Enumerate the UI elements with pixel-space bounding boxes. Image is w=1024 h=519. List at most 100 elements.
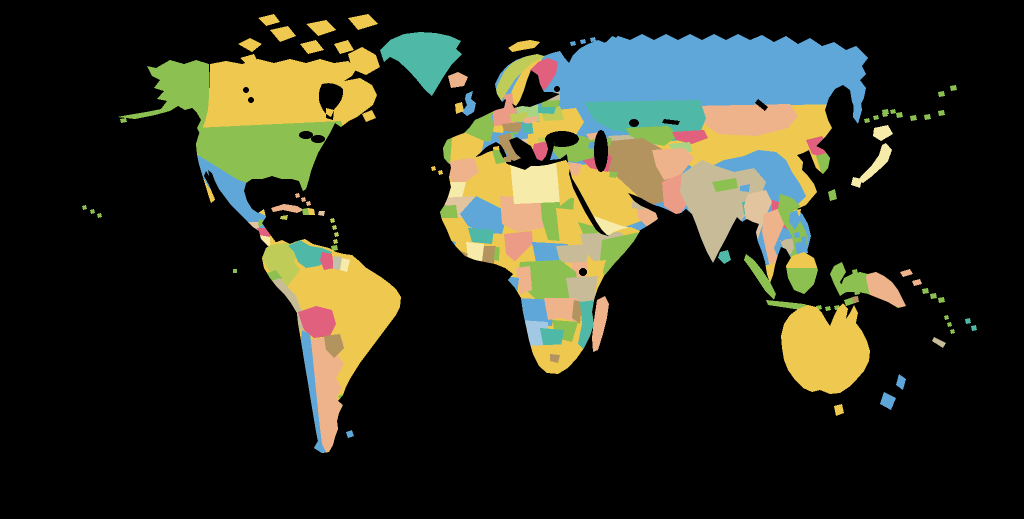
- country-switzerland: [493, 125, 505, 133]
- country-philippines: [781, 210, 808, 255]
- country-austria: [502, 122, 522, 132]
- country-guyana: [320, 252, 334, 270]
- country-taiwan: [828, 189, 837, 201]
- country-saudi-arabia: [566, 164, 650, 230]
- water-great-slave-lake: [248, 97, 254, 103]
- country-egypt: [556, 160, 578, 206]
- islands-canary: [431, 166, 443, 175]
- country-south-sudan: [556, 244, 590, 264]
- country-togo: [494, 247, 500, 261]
- water-great-lakes-west: [299, 131, 313, 139]
- country-trinidad: [331, 245, 338, 251]
- country-usa: [196, 121, 344, 197]
- country-kuwait: [609, 172, 618, 178]
- islands-hawaii: [82, 205, 102, 218]
- island-sicily: [503, 156, 512, 162]
- country-senegal: [440, 205, 458, 218]
- country-guinea: [444, 228, 464, 246]
- country-libya: [510, 160, 560, 204]
- country-colombia: [263, 242, 300, 288]
- country-norway: [494, 54, 546, 104]
- country-portugal: [443, 138, 452, 164]
- water-caspian-sea: [594, 130, 608, 172]
- country-mozambique: [578, 300, 596, 352]
- islands-canadian-arctic: [238, 14, 380, 75]
- islands-solomon: [922, 288, 945, 303]
- islands-svalbard: [508, 40, 540, 52]
- country-bolivia: [298, 306, 336, 338]
- country-somalia: [600, 232, 640, 276]
- country-french-guiana: [340, 258, 350, 272]
- country-latvia: [542, 100, 560, 107]
- country-zambia: [544, 298, 578, 322]
- country-ghana: [482, 246, 496, 264]
- country-benin: [499, 243, 506, 259]
- water-lake-ladoga: [554, 86, 560, 92]
- country-thailand: [762, 208, 786, 280]
- water-great-bear-lake: [243, 87, 249, 93]
- country-niger: [500, 196, 544, 232]
- islands-fiji: [965, 318, 977, 331]
- country-sri-lanka: [718, 250, 731, 264]
- country-drc: [518, 260, 580, 310]
- country-ivory-coast: [466, 242, 484, 262]
- country-nicaragua: [259, 235, 270, 247]
- country-jordan: [568, 162, 582, 176]
- islands-kuril: [864, 109, 896, 123]
- islands-bahamas: [295, 193, 311, 206]
- country-mexico: [196, 154, 270, 232]
- water-hudson-bay: [318, 83, 344, 120]
- country-angola: [518, 298, 554, 326]
- country-haiti: [302, 208, 309, 215]
- island-sakhalin: [853, 95, 862, 124]
- country-new-zealand: [880, 374, 906, 410]
- islands-galapagos: [233, 269, 237, 273]
- country-morocco: [446, 158, 479, 182]
- water-great-lakes-east: [311, 135, 325, 143]
- islands-lesser-sunda: [816, 305, 840, 311]
- country-greenland: [380, 32, 462, 96]
- country-belize: [258, 219, 263, 227]
- country-iceland: [448, 72, 468, 88]
- water-gulf-of-california: [204, 171, 218, 199]
- islands-novaya-zemlya: [592, 36, 617, 62]
- country-malawi: [572, 300, 582, 324]
- islands-falkland: [346, 430, 354, 438]
- country-paraguay: [324, 334, 344, 358]
- country-kyrgyzstan: [672, 130, 708, 144]
- country-burkina-faso: [468, 228, 494, 244]
- country-congo: [516, 266, 532, 294]
- islands-lesser-antilles: [330, 218, 339, 244]
- country-iran: [600, 138, 670, 206]
- country-puerto-rico: [318, 211, 325, 216]
- country-kenya: [584, 260, 606, 282]
- island-new-caledonia: [932, 337, 946, 348]
- country-timor-leste: [852, 296, 859, 303]
- country-dominican-republic: [308, 208, 315, 215]
- country-indonesia-java: [766, 300, 810, 311]
- country-australia: [781, 303, 870, 394]
- island-tasmania: [834, 404, 844, 416]
- country-afghanistan: [652, 148, 694, 180]
- country-japan: [851, 125, 893, 188]
- country-eritrea: [578, 222, 606, 236]
- islands-vanuatu: [944, 315, 955, 334]
- country-bhutan: [740, 184, 750, 192]
- water-aral-sea: [629, 119, 639, 127]
- country-lithuania: [538, 107, 556, 114]
- water-lake-victoria: [579, 268, 587, 276]
- islands-png: [900, 269, 922, 286]
- country-chile: [300, 330, 326, 453]
- country-indonesia-sumatra: [744, 254, 776, 300]
- country-kazakhstan: [584, 100, 706, 142]
- country-mali: [460, 196, 508, 234]
- country-cuba: [271, 204, 304, 213]
- country-jamaica: [280, 215, 288, 220]
- country-ireland: [455, 102, 464, 114]
- water-lake-balkhash: [662, 119, 680, 125]
- country-czechia: [510, 112, 528, 122]
- country-suriname: [333, 256, 342, 270]
- country-uk: [462, 91, 476, 116]
